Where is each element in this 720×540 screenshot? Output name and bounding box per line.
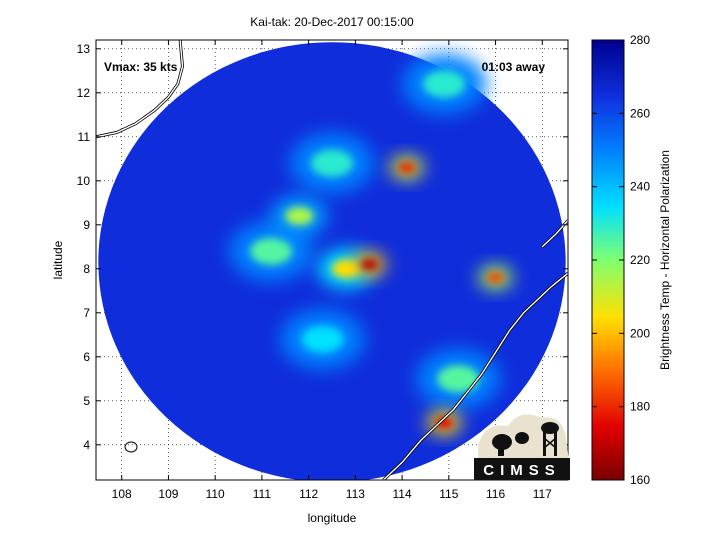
y-axis-label: latitude (51, 240, 65, 279)
vmax-annotation: Vmax: 35 kts (104, 60, 178, 74)
plot-area: 108 109 110 111 112 113 114 115 116 117 4 5 6 7 8 9 10 11… (77, 39, 569, 501)
axis-ticks: 108 109 110 111 112 113 114 115 116 117 4 5 6 7 8 9 10 11… (77, 40, 568, 501)
y-tick-label: 10 (77, 174, 91, 188)
colorbar-tick-label: 160 (630, 473, 650, 487)
x-tick-label: 109 (158, 487, 178, 501)
convection-features (229, 54, 513, 435)
convection-core (437, 365, 480, 393)
y-tick-label: 11 (78, 130, 91, 144)
colorbar-label: Brightness Temp - Horizontal Polarizatio… (658, 150, 672, 370)
y-tick-label: 6 (83, 350, 90, 364)
x-tick-label: 112 (299, 487, 318, 501)
x-tick-label: 111 (253, 487, 272, 501)
y-tick-label: 5 (83, 394, 90, 408)
convection-core (423, 70, 466, 98)
x-axis-label: longitude (308, 511, 357, 525)
cimss-logo: CIMSS (474, 414, 570, 480)
colorbar: 280 260 240 220 200 180 160 (591, 33, 650, 487)
island-outline (124, 441, 138, 453)
chart-title: Kai-tak: 20-Dec-2017 00:15:00 (250, 15, 414, 29)
logo-text: CIMSS (483, 462, 561, 479)
x-tick-label: 113 (346, 487, 365, 501)
y-tick-label: 8 (83, 262, 90, 276)
convection-core (250, 237, 293, 265)
colorbar-tick-label: 180 (630, 400, 650, 414)
colorbar-tick-label: 240 (630, 180, 650, 194)
coastline (96, 40, 568, 480)
convection-core (285, 207, 314, 225)
x-tick-label: 117 (533, 487, 552, 501)
coastline-path (382, 272, 568, 480)
convection-core (487, 272, 504, 283)
coastline-path (96, 40, 184, 138)
convection-core (311, 149, 353, 177)
x-tick-label: 116 (486, 487, 505, 501)
colorbar-ticks: 280 260 240 220 200 180 160 (592, 33, 650, 487)
colorbar-tick-label: 260 (630, 106, 650, 120)
y-tick-label: 9 (83, 218, 90, 232)
y-tick-label: 4 (83, 438, 90, 452)
colorbar-tick-label: 220 (630, 253, 650, 267)
colorbar-tick-label: 200 (630, 326, 650, 340)
y-tick-label: 7 (83, 306, 90, 320)
colorbar-tick-label: 280 (630, 33, 650, 47)
y-tick-label: 13 (77, 42, 91, 56)
convection-core (398, 162, 416, 174)
x-tick-label: 110 (206, 487, 225, 501)
water-tower-icon (541, 422, 559, 456)
x-tick-label: 114 (393, 487, 412, 501)
y-tick-label: 12 (77, 86, 91, 100)
convection-core (435, 417, 453, 429)
time-away-annotation: 01:03 away (482, 60, 546, 74)
convection-core (360, 259, 378, 270)
convection-core (301, 325, 344, 353)
satellite-dish-icon (492, 432, 529, 456)
x-tick-label: 108 (112, 487, 132, 501)
x-tick-label: 115 (439, 487, 458, 501)
